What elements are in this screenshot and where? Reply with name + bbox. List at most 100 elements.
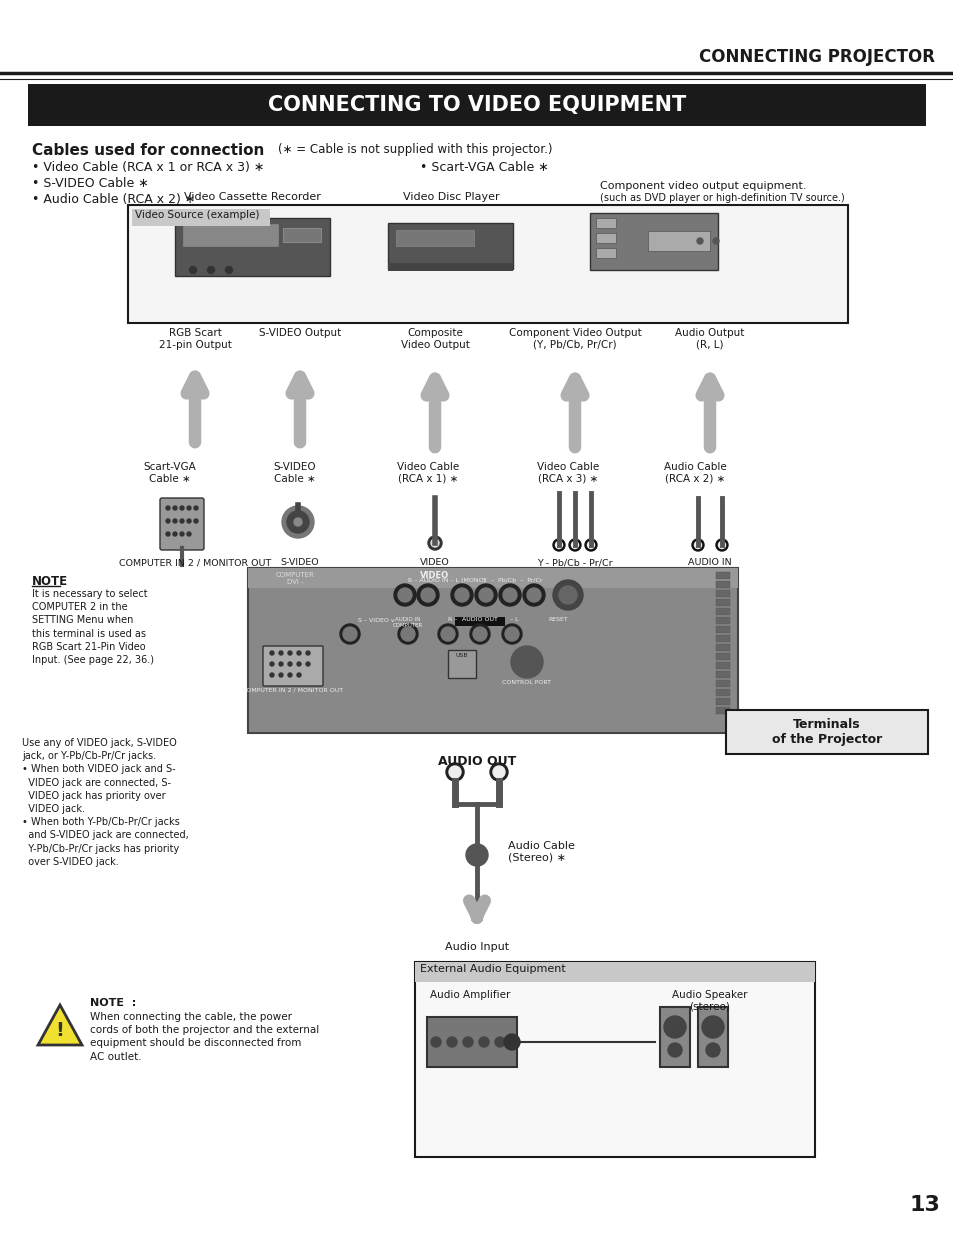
- Text: Audio Cable
(Stereo) ∗: Audio Cable (Stereo) ∗: [507, 841, 575, 863]
- Text: Audio Speaker
(stereo): Audio Speaker (stereo): [672, 990, 747, 1011]
- Text: Audio Cable
(RCA x 2) ∗: Audio Cable (RCA x 2) ∗: [663, 462, 725, 484]
- Circle shape: [288, 662, 292, 666]
- Circle shape: [296, 673, 301, 677]
- Text: • S-VIDEO Cable ∗: • S-VIDEO Cable ∗: [32, 177, 149, 190]
- Circle shape: [288, 651, 292, 655]
- Text: When connecting the cable, the power
cords of both the projector and the externa: When connecting the cable, the power cor…: [90, 1011, 319, 1062]
- Circle shape: [180, 519, 184, 522]
- Text: (∗ = Cable is not supplied with this projector.): (∗ = Cable is not supplied with this pro…: [277, 143, 552, 156]
- Bar: [659, 1007, 689, 1067]
- Bar: [647, 231, 709, 251]
- Bar: [388, 263, 513, 270]
- Bar: [455, 618, 504, 626]
- Text: DVI -: DVI -: [287, 579, 303, 585]
- Bar: [596, 248, 616, 258]
- Circle shape: [470, 624, 490, 643]
- Circle shape: [172, 506, 177, 510]
- Circle shape: [701, 1016, 723, 1037]
- Bar: [716, 653, 729, 659]
- Bar: [716, 635, 729, 642]
- Text: • Audio Cable (RCA x 2) ∗: • Audio Cable (RCA x 2) ∗: [32, 193, 195, 206]
- Circle shape: [526, 588, 540, 601]
- Text: External Audio Equipment: External Audio Equipment: [419, 965, 565, 974]
- Circle shape: [397, 624, 417, 643]
- Circle shape: [208, 267, 214, 273]
- Bar: [395, 230, 474, 246]
- Bar: [596, 219, 616, 228]
- Text: Component video output equipment.: Component video output equipment.: [599, 182, 805, 191]
- Circle shape: [193, 519, 198, 522]
- Circle shape: [416, 584, 438, 606]
- Text: S-VIDEO Output: S-VIDEO Output: [258, 329, 341, 338]
- Bar: [716, 580, 729, 588]
- Circle shape: [449, 766, 460, 778]
- Text: VIDEO: VIDEO: [419, 558, 450, 567]
- Text: (such as DVD player or high-definition TV source.): (such as DVD player or high-definition T…: [599, 193, 843, 203]
- Text: Cables used for connection: Cables used for connection: [32, 143, 264, 158]
- Bar: [415, 962, 814, 982]
- Circle shape: [691, 538, 703, 551]
- Circle shape: [394, 584, 416, 606]
- Bar: [28, 84, 925, 126]
- Text: Video Disc Player: Video Disc Player: [402, 191, 498, 203]
- Text: Use any of VIDEO jack, S-VIDEO
jack, or Y-Pb/Cb-Pr/Cr jacks.
• When both VIDEO j: Use any of VIDEO jack, S-VIDEO jack, or …: [22, 739, 189, 867]
- Text: NOTE: NOTE: [32, 576, 68, 588]
- Text: VIDEO: VIDEO: [420, 571, 449, 580]
- Bar: [716, 680, 729, 687]
- Circle shape: [584, 538, 597, 551]
- Circle shape: [712, 238, 719, 245]
- Text: Video Cable
(RCA x 3) ∗: Video Cable (RCA x 3) ∗: [537, 462, 598, 484]
- Bar: [716, 643, 729, 651]
- Circle shape: [663, 1016, 685, 1037]
- Circle shape: [270, 673, 274, 677]
- Circle shape: [705, 1044, 720, 1057]
- Circle shape: [553, 580, 582, 610]
- Circle shape: [278, 662, 283, 666]
- Text: 13: 13: [908, 1195, 940, 1215]
- Circle shape: [431, 538, 438, 547]
- Circle shape: [397, 588, 412, 601]
- Circle shape: [478, 588, 493, 601]
- Text: Video Cassette Recorder: Video Cassette Recorder: [183, 191, 320, 203]
- Circle shape: [511, 646, 542, 678]
- Bar: [132, 209, 270, 226]
- Text: AUDIO IN: AUDIO IN: [687, 558, 731, 567]
- Polygon shape: [38, 1005, 82, 1045]
- Circle shape: [187, 506, 191, 510]
- Circle shape: [339, 624, 359, 643]
- Text: Y - Pb/Cb - Pr/Cr: Y - Pb/Cb - Pr/Cr: [537, 558, 612, 567]
- Bar: [716, 618, 729, 624]
- Text: CONNECTING TO VIDEO EQUIPMENT: CONNECTING TO VIDEO EQUIPMENT: [268, 95, 685, 115]
- Circle shape: [558, 585, 577, 604]
- Circle shape: [493, 766, 504, 778]
- Bar: [716, 706, 729, 714]
- Text: Component Video Output
(Y, Pb/Cb, Pr/Cr): Component Video Output (Y, Pb/Cb, Pr/Cr): [508, 329, 640, 350]
- Bar: [248, 568, 738, 734]
- Text: USB: USB: [456, 653, 468, 658]
- Bar: [716, 662, 729, 669]
- FancyBboxPatch shape: [263, 646, 323, 685]
- Circle shape: [504, 627, 518, 641]
- Bar: [596, 233, 616, 243]
- Circle shape: [447, 1037, 456, 1047]
- Circle shape: [225, 267, 233, 273]
- Circle shape: [278, 651, 283, 655]
- Circle shape: [172, 532, 177, 536]
- Circle shape: [446, 763, 463, 781]
- Text: RESET: RESET: [547, 618, 567, 622]
- Text: Video Cable
(RCA x 1) ∗: Video Cable (RCA x 1) ∗: [396, 462, 458, 484]
- Bar: [427, 1016, 517, 1067]
- Bar: [716, 671, 729, 678]
- Circle shape: [296, 651, 301, 655]
- Circle shape: [187, 519, 191, 522]
- Text: RGB Scart
21-pin Output: RGB Scart 21-pin Output: [158, 329, 232, 350]
- Circle shape: [166, 532, 170, 536]
- Circle shape: [190, 267, 196, 273]
- Text: • Video Cable (RCA x 1 or RCA x 3) ∗: • Video Cable (RCA x 1 or RCA x 3) ∗: [32, 161, 264, 174]
- Text: R – AUDIO IN – L (MONO): R – AUDIO IN – L (MONO): [408, 578, 485, 583]
- Text: !: !: [55, 1020, 65, 1040]
- Text: S-VIDEO
Cable ∗: S-VIDEO Cable ∗: [274, 462, 316, 484]
- Text: COMPUTER IN 2 / MONITOR OUT: COMPUTER IN 2 / MONITOR OUT: [242, 688, 343, 693]
- Bar: [415, 962, 814, 1157]
- Circle shape: [296, 662, 301, 666]
